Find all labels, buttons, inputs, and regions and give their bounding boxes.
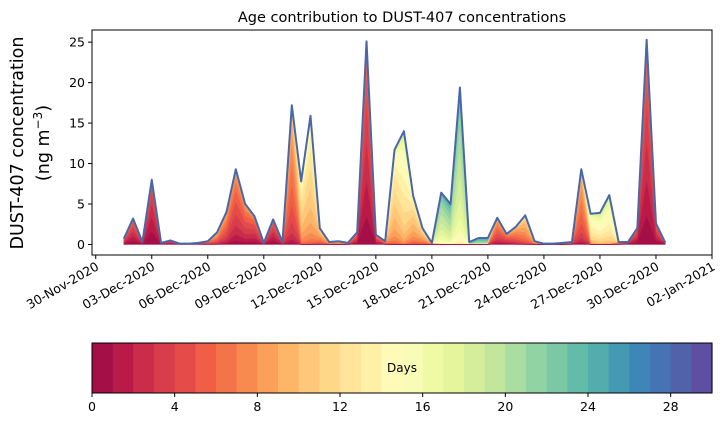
- colorbar-segment: [588, 343, 610, 393]
- y-tick-label: 0: [77, 237, 85, 252]
- plot-area: [91, 29, 713, 256]
- colorbar-segment: [298, 343, 320, 393]
- y-axis-unit-label: (ng m−3): [31, 105, 54, 181]
- colorbar-segment: [278, 343, 300, 393]
- colorbar-segment: [422, 343, 444, 393]
- y-tick-label: 5: [77, 197, 85, 212]
- colorbar-frame: [91, 342, 713, 394]
- plot-frame: [91, 29, 713, 256]
- colorbar-tick-label: 16: [415, 399, 431, 414]
- colorbar-segment: [236, 343, 258, 393]
- colorbar-segments: [92, 343, 713, 393]
- colorbar-segment: [526, 343, 548, 393]
- colorbar-segment: [112, 343, 134, 393]
- colorbar-segment: [670, 343, 692, 393]
- colorbar-segment: [360, 343, 382, 393]
- colorbar-segment: [174, 343, 196, 393]
- colorbar-segment: [216, 343, 238, 393]
- colorbar-tick-label: 0: [88, 399, 96, 414]
- colorbar-label: Days: [387, 361, 417, 375]
- total-concentration-line: [122, 38, 667, 245]
- y-tick-label: 15: [69, 116, 85, 131]
- colorbar-segment: [650, 343, 672, 393]
- colorbar-segment: [402, 343, 424, 393]
- colorbar-tick-label: 20: [497, 399, 513, 414]
- colorbar-tick-label: 8: [253, 399, 261, 414]
- colorbar-segment: [546, 343, 568, 393]
- colorbar-segment: [154, 343, 176, 393]
- chart-title: Age contribution to DUST-407 concentrati…: [238, 10, 566, 26]
- colorbar-tick-label: 28: [663, 399, 679, 414]
- colorbar-segment: [257, 343, 279, 393]
- colorbar-segment: [629, 343, 651, 393]
- colorbar-ticks: 0 4 8 12 16 20 24 28: [88, 393, 679, 414]
- colorbar-segment: [340, 343, 362, 393]
- colorbar-segment: [443, 343, 465, 393]
- colorbar-segment: [567, 343, 589, 393]
- colorbar-tick-label: 24: [580, 399, 596, 414]
- y-tick-label: 25: [69, 35, 85, 50]
- y-tick-label: 10: [69, 156, 85, 171]
- colorbar-tick-label: 4: [171, 399, 179, 414]
- colorbar-segment: [381, 343, 403, 393]
- colorbar-segment: [608, 343, 630, 393]
- colorbar-segment: [484, 343, 506, 393]
- y-axis-ticks: 0 5 10 15 20 25: [69, 35, 92, 252]
- y-axis-label: DUST-407 concentration: [8, 37, 28, 250]
- colorbar-tick-label: 12: [332, 399, 348, 414]
- age-area-day-0: [123, 215, 666, 245]
- colorbar-segment: [319, 343, 341, 393]
- x-axis-ticks: 30-Nov-202003-Dec-202006-Dec-202009-Dec-…: [24, 255, 718, 312]
- colorbar-segment: [195, 343, 217, 393]
- colorbar: Days 0 4 8 12 16 20 24 28: [88, 342, 713, 414]
- colorbar-segment: [133, 343, 155, 393]
- colorbar-segment: [464, 343, 486, 393]
- colorbar-segment: [92, 343, 114, 393]
- stacked-age-areas: [123, 39, 666, 245]
- colorbar-segment: [505, 343, 527, 393]
- y-tick-label: 20: [69, 75, 85, 90]
- colorbar-segment: [691, 343, 713, 393]
